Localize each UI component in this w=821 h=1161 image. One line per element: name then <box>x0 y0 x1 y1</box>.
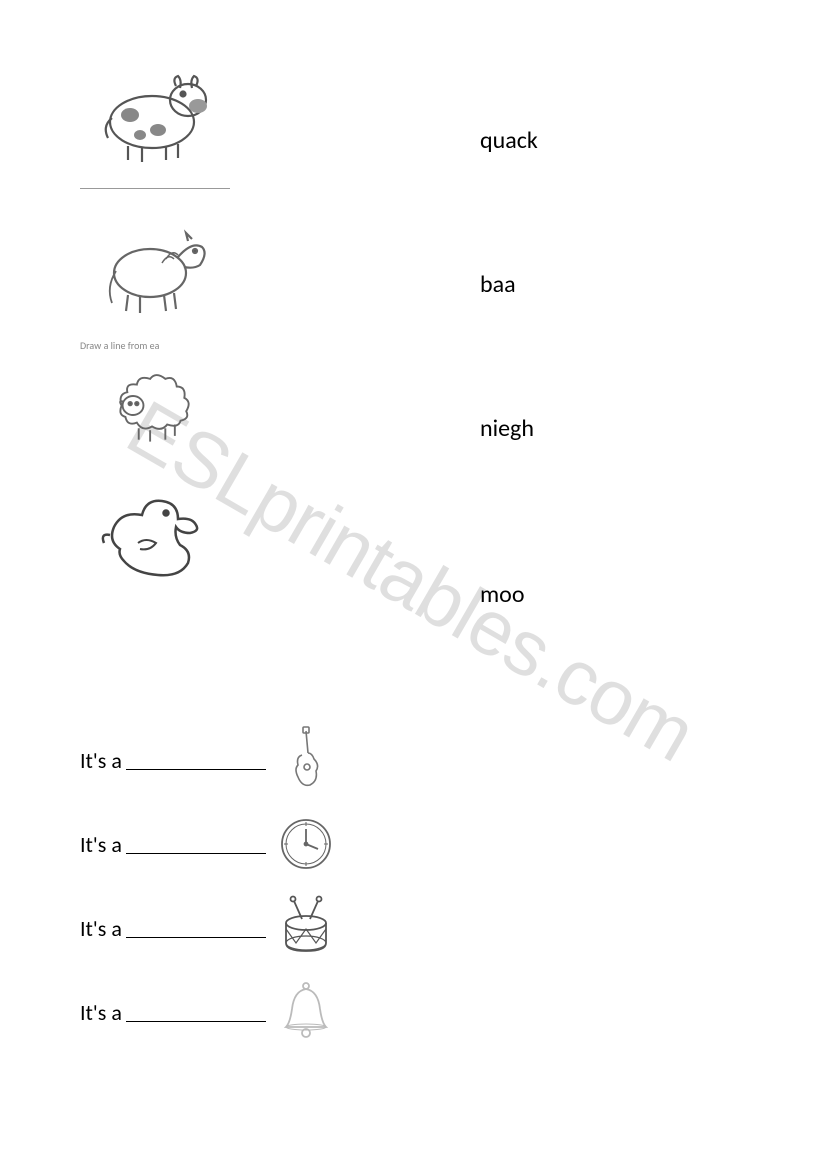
fill-row-guitar: It's a <box>80 720 741 800</box>
blank-line[interactable] <box>126 918 266 938</box>
caption-fragment: Draw a line from ea <box>80 339 260 352</box>
clock-icon <box>276 809 336 879</box>
prompt-text: It's a <box>80 831 122 858</box>
drum-icon <box>276 893 336 963</box>
sound-baa: baa <box>480 270 516 299</box>
sound-niegh: niegh <box>480 414 534 443</box>
prompt-text: It's a <box>80 999 122 1026</box>
blank-line[interactable] <box>126 750 266 770</box>
prompt-text: It's a <box>80 915 122 942</box>
guitar-icon <box>276 725 336 795</box>
animal-column: Draw a line from ea <box>80 60 260 619</box>
blank-line[interactable] <box>126 1002 266 1022</box>
worksheet-page: ESLprintables.com <box>0 0 821 1161</box>
sound-quack: quack <box>480 126 538 155</box>
prompt-text: It's a <box>80 747 122 774</box>
sound-moo: moo <box>480 580 524 609</box>
horse-image <box>80 211 225 321</box>
fill-row-drum: It's a <box>80 888 741 968</box>
fill-row-bell: It's a <box>80 972 741 1052</box>
fill-row-clock: It's a <box>80 804 741 884</box>
fill-in-section: It's a It's a <box>80 720 741 1052</box>
duck-image <box>80 471 225 601</box>
cow-image <box>80 60 225 170</box>
bell-icon <box>276 977 336 1047</box>
sheep-image <box>80 358 225 453</box>
cow-underline <box>80 188 230 189</box>
matching-section: Draw a line from ea <box>80 60 741 680</box>
blank-line[interactable] <box>126 834 266 854</box>
